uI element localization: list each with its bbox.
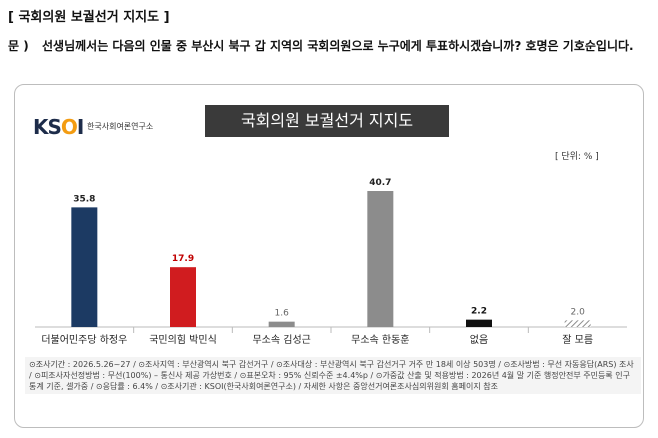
bars-layer: 35.8 더불어민주당 하정우 17.9 국민의힘 박민식 1.6 무소속 김성근 40.7… bbox=[35, 178, 627, 346]
category-label-2: 무소속 김성근 bbox=[252, 334, 310, 346]
category-label-1: 국민의힘 박민식 bbox=[149, 334, 217, 346]
value-label-2: 1.6 bbox=[275, 309, 290, 319]
value-label-0: 35.8 bbox=[73, 194, 95, 204]
value-label-5: 2.0 bbox=[571, 307, 586, 317]
logo-mark: KSOI bbox=[33, 115, 84, 139]
value-label-4: 2.2 bbox=[471, 307, 487, 317]
chart-card: KSOI 한국사회여론연구소 국회의원 보궐선거 지지도 [ 단위: % ] 3… bbox=[14, 84, 644, 428]
category-label-5: 잘 모름 bbox=[562, 334, 593, 346]
question-text: 선생님께서는 다음의 인물 중 부산시 북구 갑 지역의 국회의원으로 누구에게… bbox=[42, 39, 634, 53]
unit-label: [ 단위: % ] bbox=[555, 152, 599, 162]
bar-chart: 35.8 더불어민주당 하정우 17.9 국민의힘 박민식 1.6 무소속 김성근 40.7… bbox=[35, 178, 627, 346]
document-title: [ 국회의원 보궐선거 지지도 ] bbox=[8, 10, 170, 25]
category-label-0: 더불어민주당 하정우 bbox=[41, 333, 127, 346]
bar-0 bbox=[71, 207, 98, 327]
bar-3 bbox=[367, 191, 394, 327]
bar-1 bbox=[170, 267, 196, 327]
question-mark: 문 ) bbox=[8, 39, 29, 53]
bar-4 bbox=[466, 319, 492, 327]
bar-5 bbox=[564, 320, 591, 327]
logo-text: 한국사회여론연구소 bbox=[87, 122, 154, 131]
survey-footnote: ⊙조사기간 : 2026.5.26~27 / ⊙조사지역 : 부산광역시 북구 … bbox=[25, 357, 641, 394]
bar-2 bbox=[268, 321, 295, 327]
value-label-1: 17.9 bbox=[172, 254, 194, 264]
value-label-3: 40.7 bbox=[369, 178, 391, 188]
category-label-3: 무소속 한동훈 bbox=[351, 333, 409, 346]
category-label-4: 없음 bbox=[470, 333, 488, 346]
chart-title: 국회의원 보궐선거 지지도 bbox=[205, 105, 449, 137]
